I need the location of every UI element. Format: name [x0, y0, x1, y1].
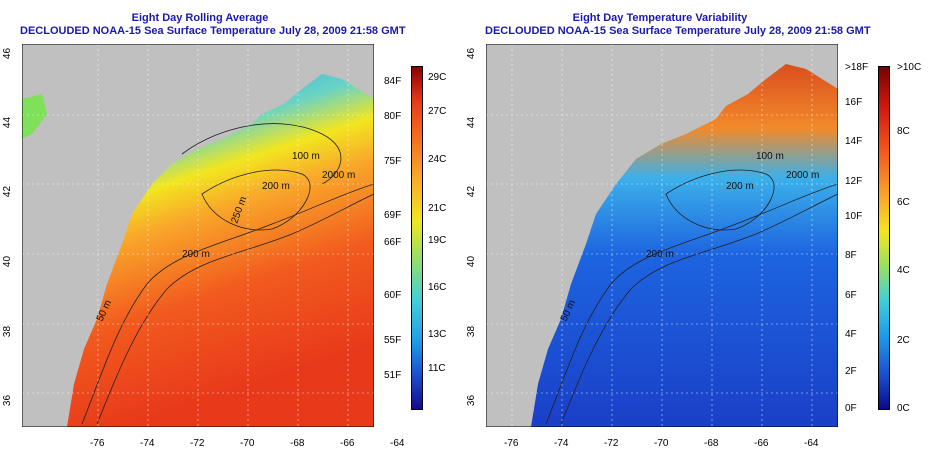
colorbar-c-label: >10C: [897, 62, 922, 73]
contour-label: 100 m: [756, 151, 784, 162]
colorbar-c-label: 2C: [897, 335, 910, 346]
colorbar-f-label: 51F: [384, 370, 402, 381]
left-colorbar: [411, 66, 423, 410]
right-map-subtitle: DECLOUDED NOAA-15 Sea Surface Temperatur…: [485, 25, 871, 37]
left-map-subtitle: DECLOUDED NOAA-15 Sea Surface Temperatur…: [20, 25, 406, 37]
x-tick-label: -72: [604, 438, 619, 449]
colorbar-c-label: 19C: [428, 235, 447, 246]
right-map-title: Eight Day Temperature Variability: [572, 12, 748, 24]
right-variability-map: 100 m 200 m 2000 m 50 m 200 m: [486, 44, 838, 427]
y-tick-label: 40: [466, 255, 478, 268]
y-tick-label: 38: [2, 325, 14, 338]
colorbar-f-label: 6F: [845, 290, 857, 301]
x-tick-label: -68: [290, 438, 305, 449]
contour-label: 2000 m: [322, 170, 355, 181]
colorbar-c-label: 0C: [897, 403, 910, 414]
contour-label: 100 m: [292, 151, 320, 162]
colorbar-f-label: 8F: [845, 250, 857, 261]
x-tick-label: -70: [654, 438, 669, 449]
colorbar-c-label: 6C: [897, 197, 910, 208]
colorbar-f-label: 12F: [845, 176, 863, 187]
colorbar-c-label: 8C: [897, 126, 910, 137]
y-tick-label: 40: [2, 255, 14, 268]
contour-label: 200 m: [182, 249, 210, 260]
y-tick-label: 42: [466, 185, 478, 198]
y-tick-label: 44: [466, 116, 478, 129]
x-tick-label: -68: [704, 438, 719, 449]
colorbar-f-label: 69F: [384, 210, 402, 221]
y-tick-label: 46: [466, 47, 478, 60]
colorbar-f-label: 75F: [384, 156, 402, 167]
y-tick-label: 36: [466, 394, 478, 407]
colorbar-c-label: 24C: [428, 154, 447, 165]
contour-label: 200 m: [726, 181, 754, 192]
x-tick-label: -64: [390, 438, 405, 449]
contour-label: 200 m: [646, 249, 674, 260]
colorbar-c-label: 4C: [897, 265, 910, 276]
colorbar-c-label: 29C: [428, 72, 447, 83]
colorbar-f-label: 4F: [845, 329, 857, 340]
colorbar-f-label: 14F: [845, 136, 863, 147]
left-sst-map: 100 m 200 m 2000 m 50 m 200 m 250 m: [22, 44, 374, 427]
colorbar-c-label: 13C: [428, 329, 447, 340]
left-map-title: Eight Day Rolling Average: [131, 12, 269, 24]
colorbar-f-label: 2F: [845, 366, 857, 377]
colorbar-c-label: 11C: [428, 363, 446, 374]
colorbar-c-label: 16C: [428, 282, 447, 293]
y-tick-label: 46: [2, 47, 14, 60]
colorbar-f-label: 0F: [845, 403, 857, 414]
x-tick-label: -76: [90, 438, 105, 449]
x-tick-label: -64: [804, 438, 819, 449]
x-tick-label: -66: [754, 438, 769, 449]
x-tick-label: -74: [554, 438, 569, 449]
colorbar-f-label: 80F: [384, 111, 402, 122]
contour-label: 2000 m: [786, 170, 819, 181]
y-tick-label: 44: [2, 116, 14, 129]
right-colorbar: [878, 66, 890, 410]
y-tick-label: 36: [2, 394, 14, 407]
x-tick-label: -76: [504, 438, 519, 449]
colorbar-f-label: 55F: [384, 335, 402, 346]
colorbar-f-label: >18F: [845, 62, 869, 73]
colorbar-f-label: 16F: [845, 97, 863, 108]
x-tick-label: -74: [140, 438, 155, 449]
colorbar-c-label: 27C: [428, 106, 447, 117]
x-tick-label: -72: [190, 438, 205, 449]
x-tick-label: -66: [340, 438, 355, 449]
colorbar-f-label: 60F: [384, 290, 402, 301]
y-tick-label: 38: [466, 325, 478, 338]
colorbar-f-label: 66F: [384, 237, 402, 248]
contour-label: 200 m: [262, 181, 290, 192]
colorbar-f-label: 84F: [384, 76, 402, 87]
colorbar-c-label: 21C: [428, 203, 447, 214]
x-tick-label: -70: [240, 438, 255, 449]
y-tick-label: 42: [2, 185, 14, 198]
colorbar-f-label: 10F: [845, 211, 863, 222]
